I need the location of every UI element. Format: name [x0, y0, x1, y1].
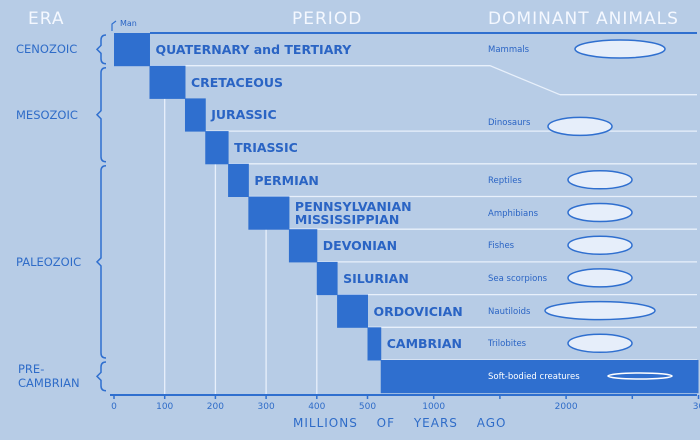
animal-illustration [544, 300, 656, 321]
period-label: JURASSIC [211, 107, 277, 123]
animal-illustration [574, 39, 666, 59]
era-brace [95, 66, 107, 163]
period-label: PERMIAN [254, 172, 319, 188]
period-label: CAMBRIAN [386, 336, 462, 352]
x-tick-label: 0 [111, 402, 117, 412]
animals-header: DOMINANT ANIMALS [488, 9, 679, 29]
x-tick-label: 30 [692, 402, 700, 412]
x-tick-label: 2000 [554, 402, 578, 412]
dimetrodon-icon [567, 170, 633, 190]
period-bar [205, 131, 229, 165]
period-bar [184, 98, 206, 132]
period-bar [228, 163, 249, 197]
period-bar [380, 360, 699, 394]
period-bar [149, 65, 186, 99]
animal-label: Mammals [488, 45, 530, 55]
period-label: TRIASSIC [234, 140, 298, 156]
animal-label: Amphibians [488, 208, 539, 219]
animal-illustration [567, 333, 633, 354]
era-brace [95, 165, 107, 359]
era-label: CENOZOIC [16, 42, 78, 57]
animal-label: Trilobites [488, 339, 527, 350]
x-tick-label: 300 [257, 402, 275, 412]
period-label: SILURIAN [343, 270, 409, 286]
x-tick-label: 400 [308, 402, 326, 412]
animal-illustration [607, 372, 673, 380]
fish-icon [567, 235, 633, 255]
period-bar [114, 33, 150, 67]
period-bar [288, 229, 318, 263]
x-tick-label: 1000 [422, 402, 446, 412]
period-label: ORDOVICIAN [373, 303, 463, 319]
animal-illustration [567, 202, 633, 223]
animal-label: Reptiles [488, 175, 522, 186]
period-label: CRETACEOUS [190, 74, 284, 90]
animal-label: Nautiloids [488, 306, 531, 317]
era-brace [95, 361, 107, 392]
worm-icon [607, 372, 673, 380]
sea-scorpion-icon [567, 268, 633, 288]
era-header: ERA [28, 9, 65, 29]
period-bar [337, 294, 368, 328]
period-bar [316, 261, 338, 296]
mammoth-and-bison-icon [574, 39, 666, 59]
animal-label: Dinosaurs [488, 118, 531, 129]
animal-label: Sea scorpions [488, 273, 548, 284]
man-marker [111, 20, 117, 31]
animal-label: Soft-bodied creatures [488, 372, 580, 382]
x-tick-label: 100 [156, 402, 174, 412]
amphibian-icon [567, 202, 633, 223]
period-label: DEVONIAN [322, 238, 398, 254]
animal-illustration [567, 268, 633, 288]
x-tick-label: 500 [358, 402, 377, 412]
nautiloid-icon [544, 300, 656, 321]
period-bar [367, 327, 382, 361]
man-label: Man [120, 19, 137, 28]
period-bar [248, 196, 290, 230]
era-label: PRE- CAMBRIAN [18, 362, 80, 391]
x-axis-title: MILLIONS OF YEARS AGO [293, 416, 507, 430]
trilobite-icon [567, 333, 633, 354]
period-label: QUATERNARY and TERTIARY [155, 42, 352, 57]
period-label: PENNSYLVANIAN MISSISSIPPIAN [294, 198, 412, 227]
animal-illustration [567, 170, 633, 190]
period-header: PERIOD [292, 9, 363, 29]
animal-label: Fishes [488, 241, 515, 252]
animal-illustration [567, 235, 633, 255]
era-label: MESOZOIC [16, 107, 78, 122]
x-tick-label: 200 [206, 402, 224, 412]
dinosaurs-icon [547, 116, 613, 137]
animal-illustration [547, 116, 613, 137]
era-brace [95, 34, 107, 65]
row-divider [149, 65, 561, 96]
era-label: PALEOZOIC [16, 254, 82, 269]
